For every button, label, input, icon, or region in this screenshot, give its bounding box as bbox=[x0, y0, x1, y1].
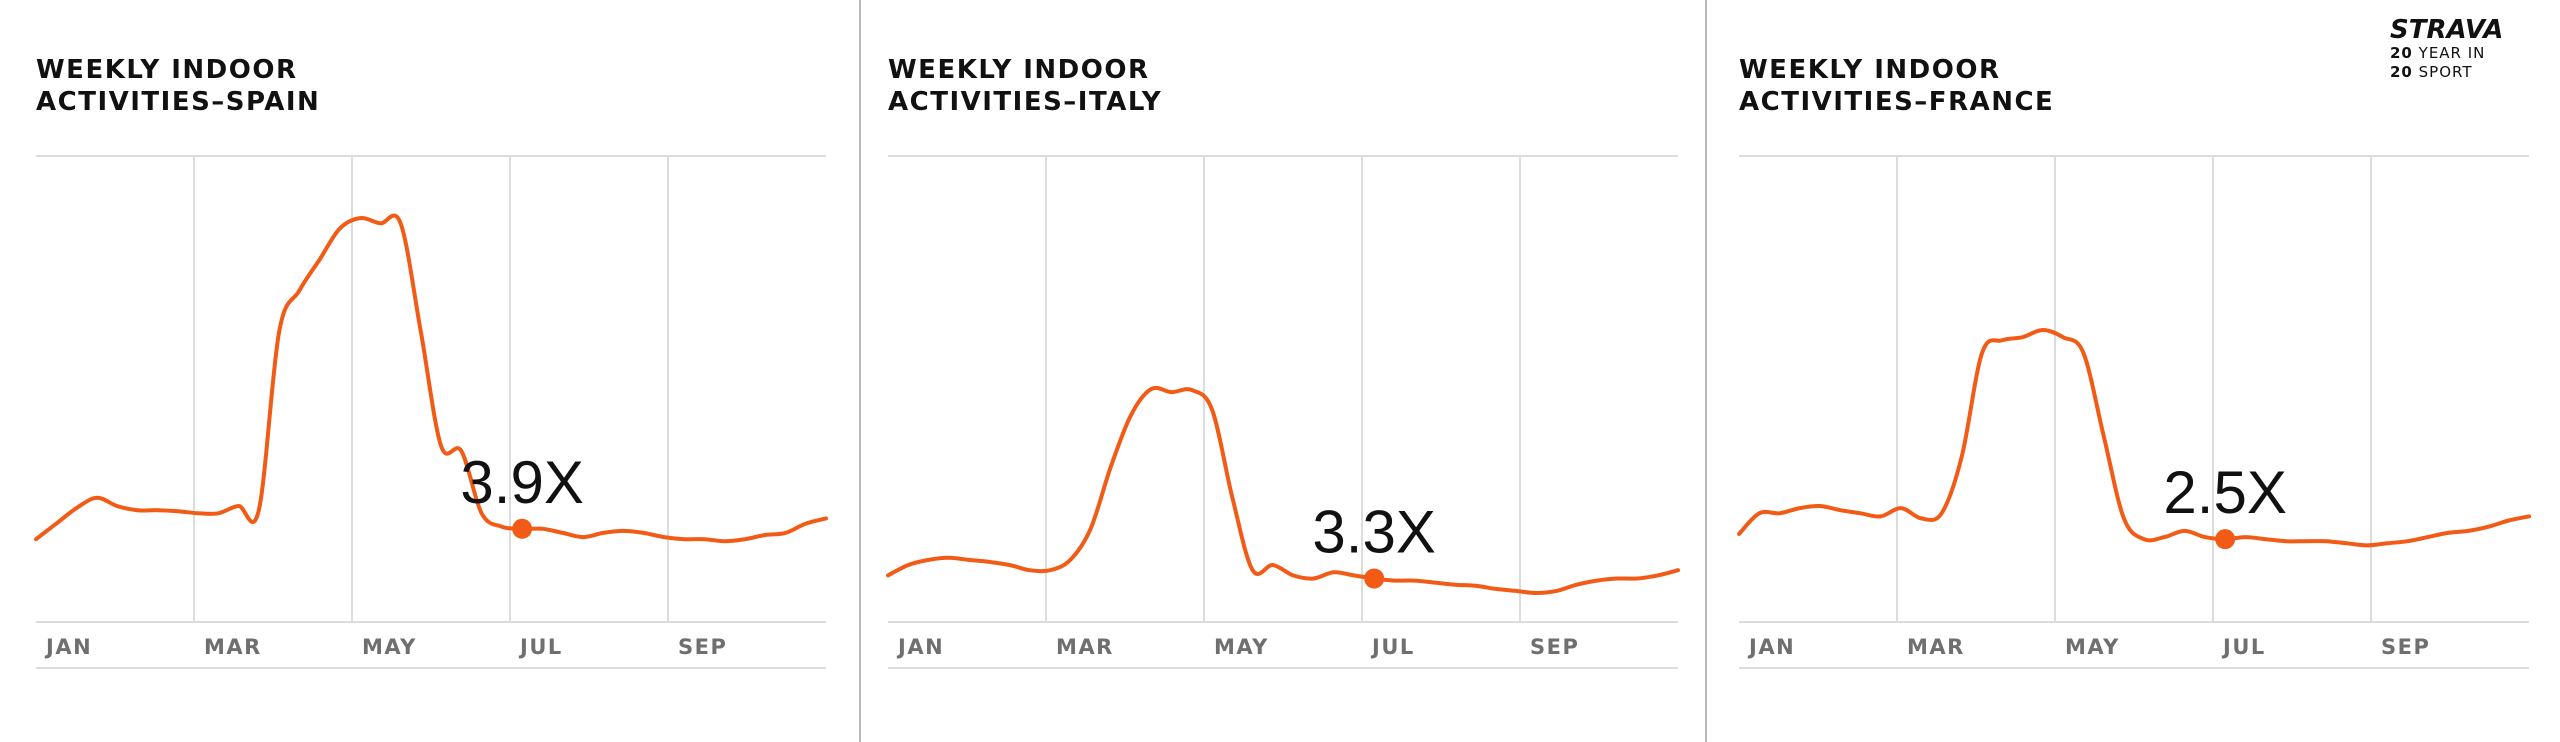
peak-annotation: 3.3X bbox=[1312, 499, 1435, 566]
brand-line-1-text: YEAR IN bbox=[2418, 44, 2486, 62]
x-tick-label: JUL bbox=[1370, 635, 1415, 659]
brand-line-2-text: SPORT bbox=[2418, 63, 2473, 81]
x-tick-label: MAR bbox=[1907, 635, 1965, 659]
brand-line-1-number: 20 bbox=[2390, 44, 2413, 62]
x-tick-label: SEP bbox=[678, 635, 727, 659]
x-tick-label: SEP bbox=[2381, 635, 2430, 659]
x-tick-label: SEP bbox=[1530, 635, 1579, 659]
line-chart-france: JAN MAR MAY JUL SEP 2.5X bbox=[1737, 155, 2531, 669]
x-tick-label: JAN bbox=[1747, 635, 1795, 659]
chart-panel-france: WEEKLY INDOOR ACTIVITIES–FRANCE JAN MAR MA… bbox=[1703, 0, 2560, 742]
brand-line-1: 20 YEAR IN bbox=[2390, 44, 2503, 63]
peak-annotation: 3.9X bbox=[460, 449, 583, 516]
chart-title-line-2: ACTIVITIES–ITALY bbox=[888, 87, 1163, 117]
chart-title-line-2: ACTIVITIES–FRANCE bbox=[1739, 87, 2055, 117]
x-tick-label: MAR bbox=[1056, 635, 1114, 659]
x-tick-label: MAY bbox=[362, 635, 417, 659]
x-tick-label: JUL bbox=[518, 635, 563, 659]
series-line bbox=[1737, 328, 2531, 548]
x-tick-label: MAR bbox=[204, 635, 262, 659]
chart-title-line-2: ACTIVITIES–SPAIN bbox=[36, 87, 321, 117]
chart-title-france: WEEKLY INDOOR ACTIVITIES–FRANCE bbox=[1739, 54, 2054, 118]
x-tick-label: JAN bbox=[896, 635, 944, 659]
panel-divider-2 bbox=[1705, 0, 1707, 742]
x-tick-label: JAN bbox=[44, 635, 92, 659]
peak-marker bbox=[2215, 529, 2236, 550]
peak-marker bbox=[1364, 568, 1385, 589]
x-tick-label: MAY bbox=[1214, 635, 1269, 659]
brand-line-2-number: 20 bbox=[2390, 63, 2413, 81]
x-tick-label: MAY bbox=[2065, 635, 2120, 659]
chart-panel-italy: WEEKLY INDOOR ACTIVITIES–ITALY JAN MAR MAY… bbox=[852, 0, 1704, 742]
strava-logo: STRAVA bbox=[2390, 15, 2504, 45]
line-chart-spain: JAN MAR MAY JUL SEP 3.9X bbox=[34, 155, 828, 669]
line-chart-italy: JAN MAR MAY JUL SEP 3.3X bbox=[886, 155, 1680, 669]
series-line bbox=[34, 213, 828, 544]
peak-annotation: 2.5X bbox=[2163, 459, 2286, 526]
chart-title-spain: WEEKLY INDOOR ACTIVITIES–SPAIN bbox=[36, 54, 320, 118]
chart-title-line-1: WEEKLY INDOOR bbox=[1739, 55, 2001, 85]
series-line bbox=[886, 385, 1680, 595]
strava-brand-mark: STRAVA 20 YEAR IN 20 SPORT bbox=[2390, 16, 2503, 82]
chart-title-line-1: WEEKLY INDOOR bbox=[36, 55, 298, 85]
chart-title-italy: WEEKLY INDOOR ACTIVITIES–ITALY bbox=[888, 54, 1162, 118]
peak-marker bbox=[512, 518, 533, 539]
x-tick-label: JUL bbox=[2221, 635, 2266, 659]
panel-divider-1 bbox=[859, 0, 861, 742]
chart-panel-spain: WEEKLY INDOOR ACTIVITIES–SPAIN JAN MAR MAY… bbox=[0, 0, 860, 742]
chart-title-line-1: WEEKLY INDOOR bbox=[888, 55, 1150, 85]
brand-line-2: 20 SPORT bbox=[2390, 63, 2503, 82]
